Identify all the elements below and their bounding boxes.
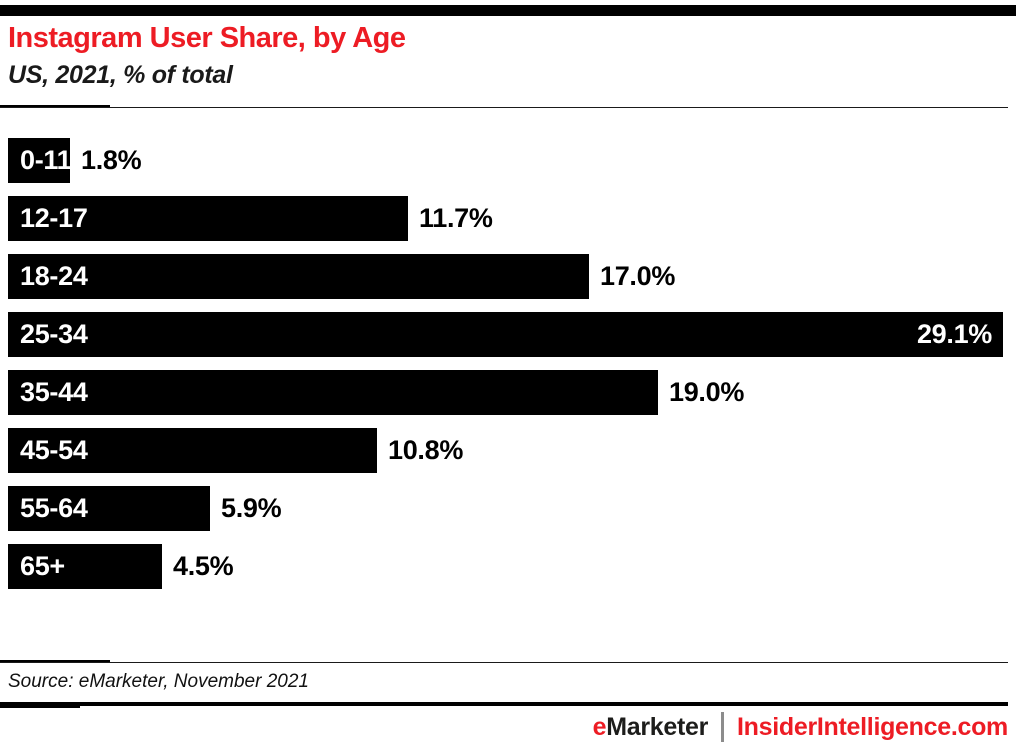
bar-value-label: 1.8%	[81, 145, 142, 175]
bar-row: 5.9% 55-64	[8, 486, 1008, 531]
bar-category-label: 18-24	[20, 261, 88, 291]
bar-value-label: 5.9%	[221, 493, 282, 523]
chart-subtitle: US, 2021, % of total	[8, 61, 233, 89]
footer-heavy-rule-left	[0, 702, 80, 708]
bar-value-label: 17.0%	[600, 261, 676, 291]
bar: 45-54	[8, 428, 377, 473]
emarketer-logo: eMarketer	[592, 712, 709, 742]
bar-row: 10.8% 45-54	[8, 428, 1008, 473]
bar-chart: 1.8% 0-11 11.7% 12-17 17.0% 18-24 25-34 29.1% 19…	[8, 138, 1008, 598]
bar: 25-34 29.1%	[8, 312, 1003, 357]
bar-value-label: 11.7%	[419, 203, 493, 233]
bar: 18-24	[8, 254, 589, 299]
top-accent-bar	[0, 5, 1016, 16]
bar-value-label: 10.8%	[388, 435, 464, 465]
bar-row: 4.5% 65+	[8, 544, 1008, 589]
bar-row: 11.7% 12-17	[8, 196, 1008, 241]
bar-row: 1.8% 0-11	[8, 138, 1008, 183]
insider-intelligence-logo: InsiderIntelligence.com	[737, 712, 1008, 741]
bar: 0-11	[8, 138, 72, 183]
bar-value-label: 4.5%	[173, 551, 234, 581]
footer-heavy-rule	[0, 702, 1008, 706]
bar-row: 25-34 29.1%	[8, 312, 1008, 357]
header-rule-thick	[0, 105, 110, 108]
bar-value-label: 29.1%	[916, 319, 992, 349]
bar: 65+	[8, 544, 162, 589]
bar: 55-64	[8, 486, 210, 531]
bar-row: 19.0% 35-44	[8, 370, 1008, 415]
bar-category-label: 35-44	[20, 377, 88, 407]
bar-row: 17.0% 18-24	[8, 254, 1008, 299]
bar-category-label: 55-64	[20, 493, 88, 523]
emarketer-logo-accent: e	[592, 712, 607, 741]
source-text: Source: eMarketer, November 2021	[8, 671, 309, 692]
emarketer-logo-rest: Marketer	[606, 712, 709, 741]
bar-category-label: 0-11	[20, 145, 72, 175]
chart-title: Instagram User Share, by Age	[8, 22, 406, 54]
source-rule-thick	[0, 660, 110, 663]
bar: 12-17	[8, 196, 408, 241]
bar-category-label: 45-54	[20, 435, 88, 465]
footer-branding: eMarketer InsiderIntelligence.com	[593, 710, 1008, 744]
bar-category-label: 25-34	[20, 319, 88, 349]
source-rule	[0, 662, 1008, 663]
bar-value-label: 19.0%	[669, 377, 745, 407]
header-rule	[0, 107, 1008, 108]
brand-divider	[721, 712, 725, 742]
bar-category-label: 65+	[20, 551, 65, 581]
bar-category-label: 12-17	[20, 203, 88, 233]
bar: 35-44	[8, 370, 658, 415]
